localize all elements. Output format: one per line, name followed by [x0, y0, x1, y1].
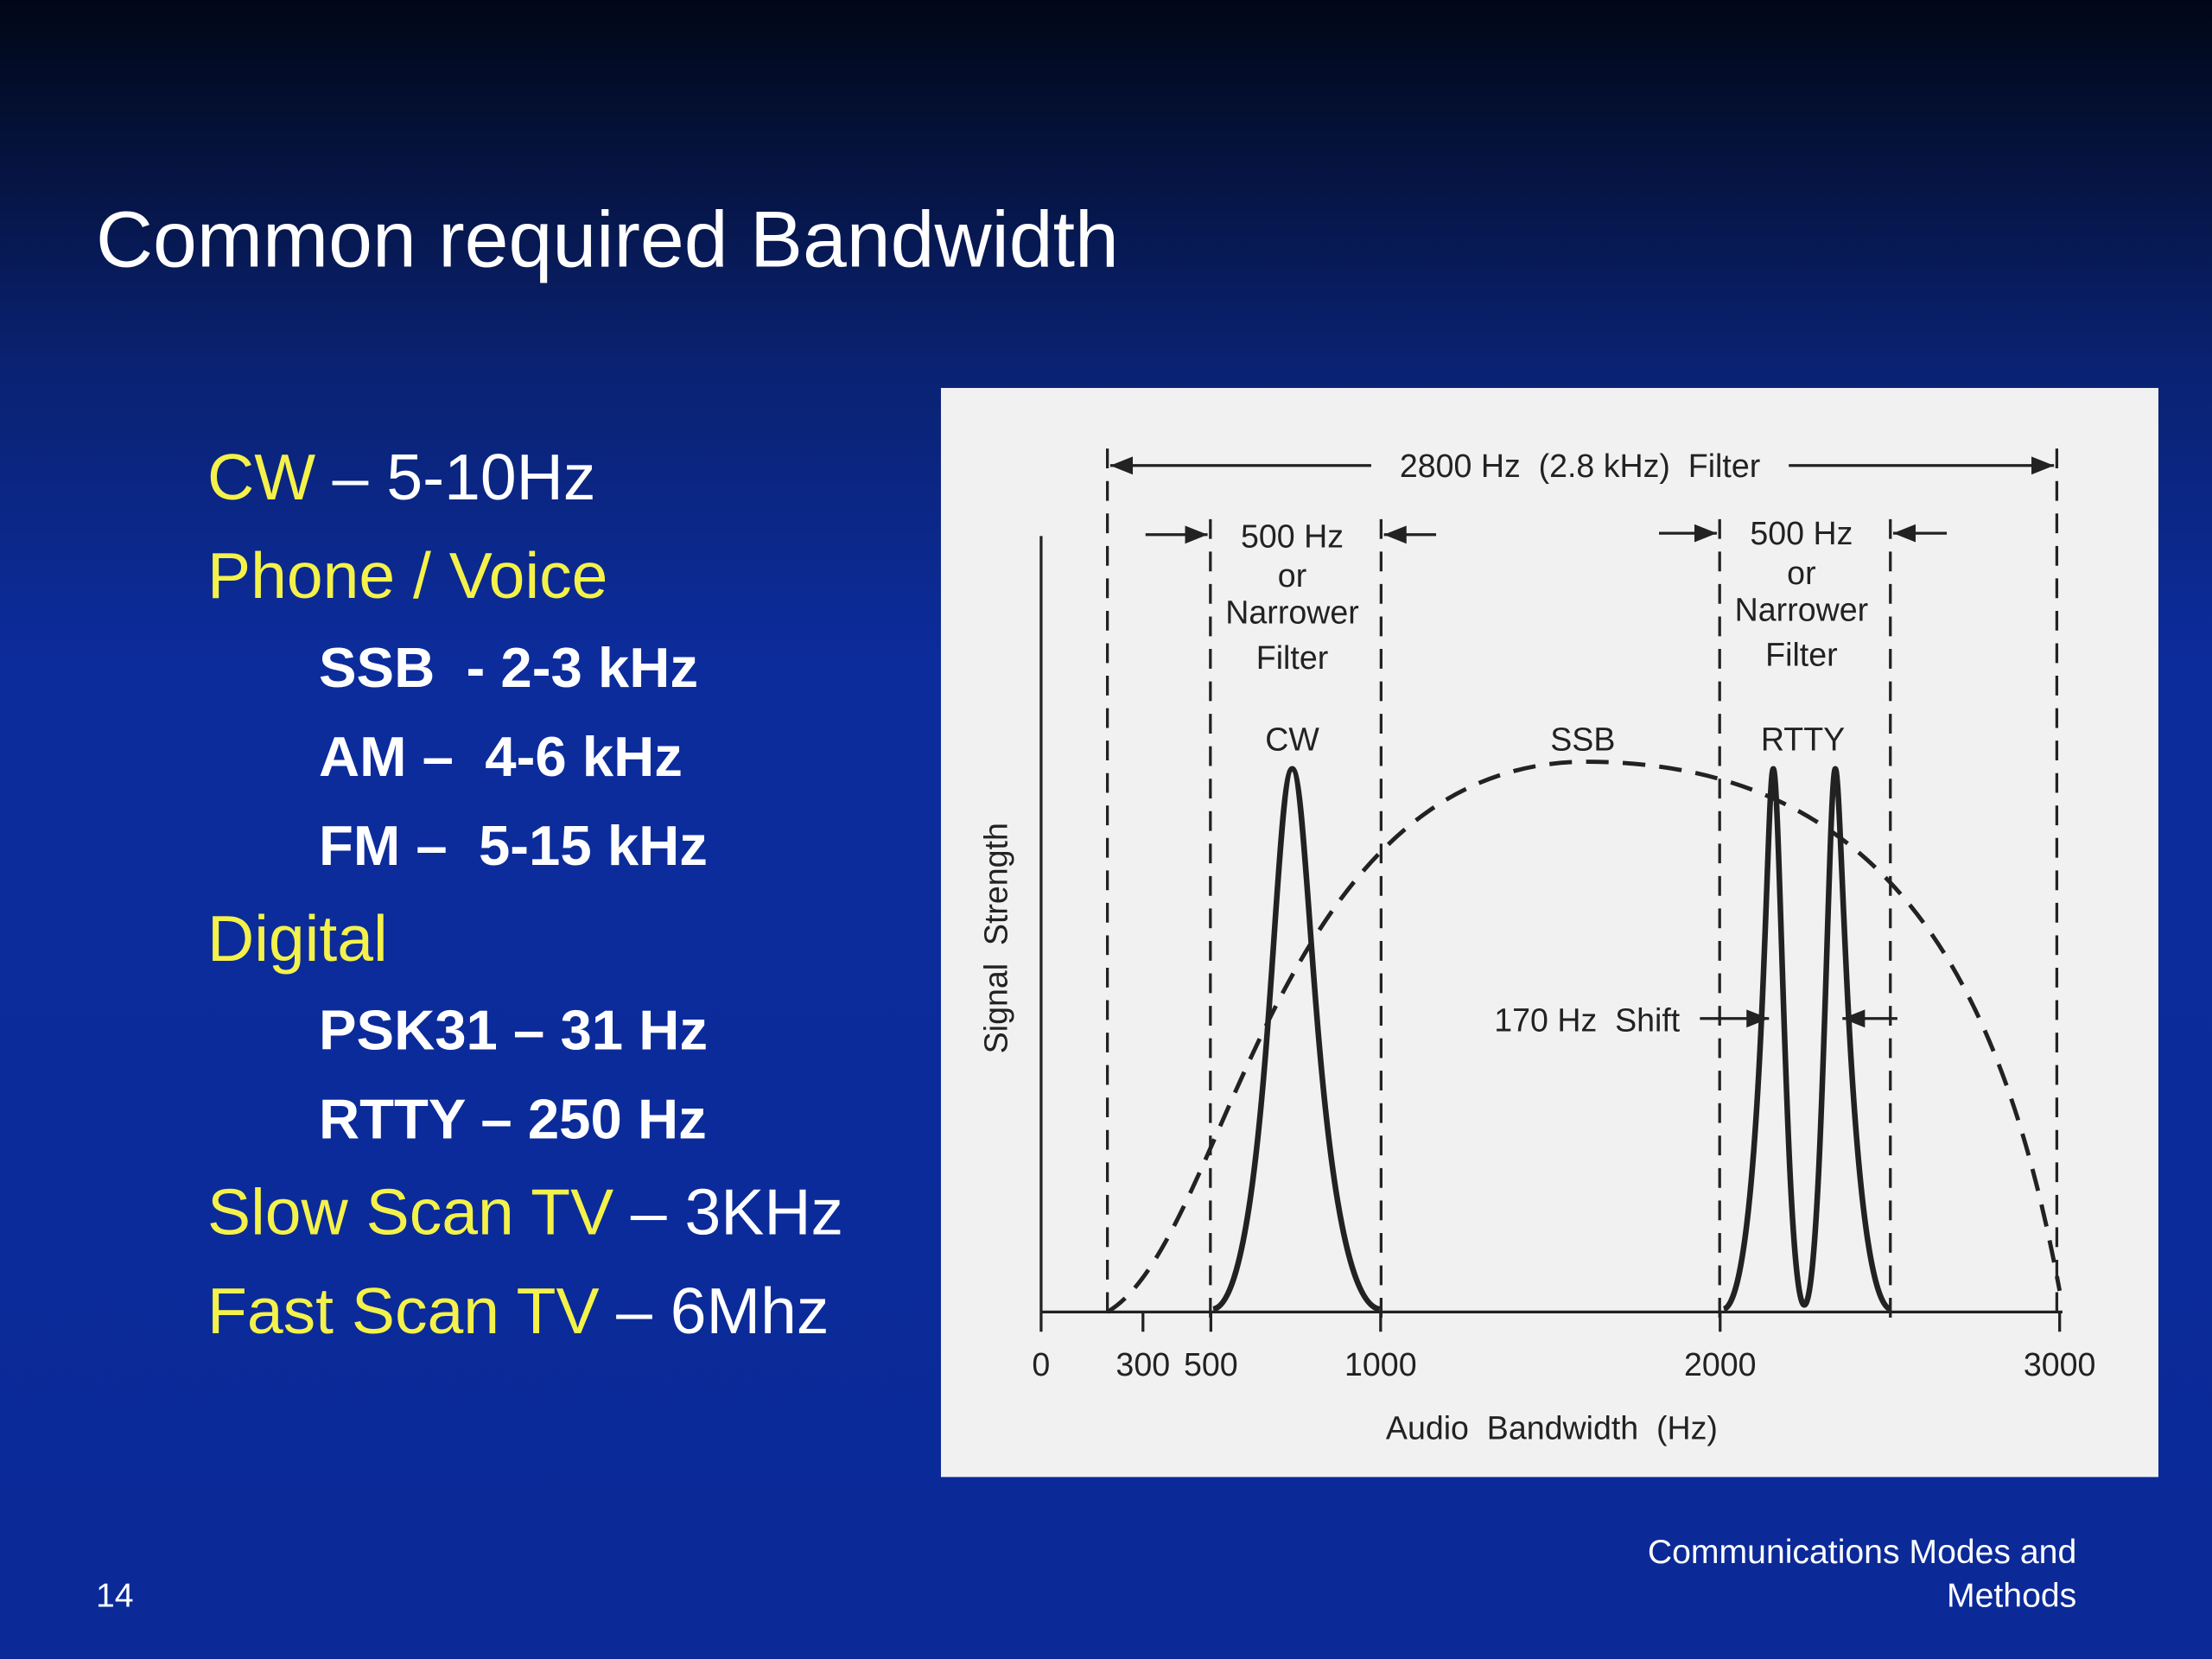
filter-note: or	[1278, 557, 1306, 594]
bullet: Slow Scan TV – 3KHz	[207, 1176, 843, 1249]
page-number: 14	[96, 1578, 134, 1615]
bullet-text: – 3KHz	[631, 1176, 843, 1249]
bullet-label: CW	[207, 441, 315, 513]
sub-bullet: RTTY – 250 Hz	[319, 1088, 707, 1151]
filter-note: 500 Hz	[1241, 518, 1344, 554]
y-axis-label: Signal Strength	[978, 823, 1014, 1053]
filter-note: Filter	[1256, 639, 1328, 676]
sub-bullet: FM – 5-15 kHz	[319, 814, 708, 877]
filter-label: 2800 Hz (2.8 kHz) Filter	[1400, 448, 1760, 484]
bullet-label: Digital	[207, 902, 388, 975]
footer-title: Methods	[1947, 1578, 2076, 1615]
cw-curve	[1211, 766, 1381, 1313]
x-tick-label: 0	[1032, 1346, 1050, 1382]
filter-note: Filter	[1765, 637, 1837, 673]
x-tick-label: 300	[1116, 1346, 1170, 1382]
figure-background	[940, 387, 2158, 1478]
filter-note: 500 Hz	[1750, 515, 1853, 551]
bullet-text: – 5-10Hz	[333, 441, 596, 513]
rtty-curve	[1722, 766, 1892, 1313]
x-tick-label: 2000	[1684, 1346, 1757, 1382]
ssb-curve	[1106, 760, 2063, 1314]
x-axis-label: Audio Bandwidth (Hz)	[1386, 1409, 1718, 1446]
bullet-label: Phone / Voice	[207, 539, 607, 612]
filter-note: Narrower	[1735, 591, 1868, 627]
signal-label: SSB	[1550, 721, 1615, 758]
x-tick-label: 3000	[2024, 1346, 2096, 1382]
x-tick-label: 500	[1184, 1346, 1238, 1382]
bullet-text: – 6Mhz	[616, 1274, 829, 1347]
filter-note: or	[1787, 555, 1815, 591]
bullet-label: Fast Scan TV	[207, 1274, 600, 1347]
bullet: Fast Scan TV – 6Mhz	[207, 1274, 829, 1347]
bullet: CW – 5-10Hz	[207, 441, 595, 513]
signal-label: RTTY	[1761, 721, 1845, 758]
x-tick-label: 1000	[1344, 1346, 1417, 1382]
signal-label: CW	[1265, 721, 1319, 758]
footer-title: Communications Modes and	[1648, 1534, 2076, 1571]
bullet-label: Slow Scan TV	[207, 1176, 613, 1249]
slide-title: Common required Bandwidth	[96, 196, 1119, 284]
sub-bullet: AM – 4-6 kHz	[319, 725, 683, 788]
filter-note: Narrower	[1225, 594, 1358, 631]
sub-bullet: PSK31 – 31 Hz	[319, 999, 708, 1062]
sub-bullet: SSB - 2-3 kHz	[319, 636, 698, 699]
shift-label: 170 Hz Shift	[1494, 1001, 1681, 1038]
figure: 2800 Hz (2.8 kHz) Filter 500 Hz or Narro…	[940, 387, 2158, 1478]
